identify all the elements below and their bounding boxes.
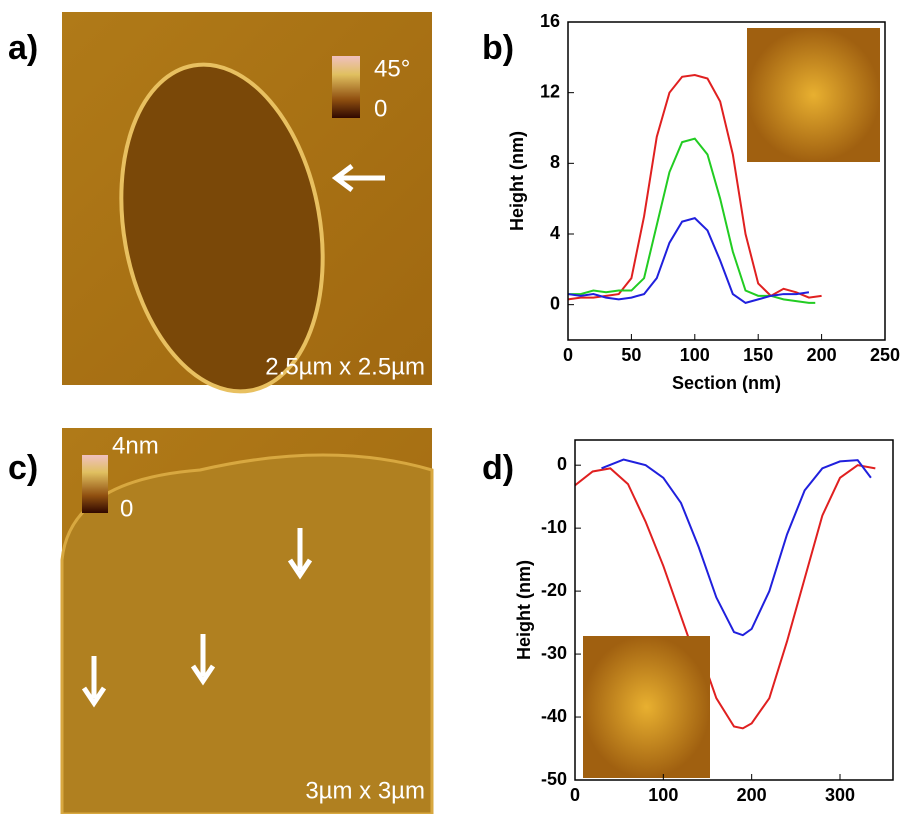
x-tick-label: 100 [680, 345, 710, 365]
cell [60, 453, 434, 816]
series-line [567, 73, 822, 301]
scale-size: 2.5µm x 2.5µm [265, 353, 425, 380]
color-bar [82, 455, 108, 513]
x-tick-label: 0 [563, 345, 573, 365]
panel-label: a) [8, 29, 38, 67]
y-axis-title: Height (nm) [507, 131, 527, 231]
x-axis-title: Section (nm) [672, 373, 781, 393]
inset-image [747, 28, 880, 162]
x-tick-label: 50 [621, 345, 641, 365]
inset-image [583, 636, 710, 778]
x-tick-label: 200 [737, 785, 767, 805]
panel-label: b) [482, 29, 514, 67]
plot-frame [567, 21, 886, 341]
y-tick-label: -50 [541, 769, 567, 789]
y-tick-label: -20 [541, 580, 567, 600]
y-axis-title: Height (nm) [514, 560, 534, 660]
scale-size: 3µm x 3µm [305, 777, 425, 804]
y-tick-label: 0 [550, 293, 560, 313]
y-tick-label: 4 [550, 223, 560, 243]
arrows [81, 528, 313, 708]
series-line [568, 137, 816, 304]
panel-label: c) [8, 449, 38, 487]
x-tick-label: 200 [807, 345, 837, 365]
scale-min: 0 [374, 95, 387, 122]
y-tick-label: 12 [540, 81, 560, 101]
series-line [601, 458, 872, 637]
x-tick-label: 100 [648, 785, 678, 805]
x-tick-label: 250 [870, 345, 900, 365]
color-bar [332, 56, 360, 118]
scale-min: 0 [120, 495, 133, 522]
x-tick-label: 150 [743, 345, 773, 365]
y-tick-label: -10 [541, 517, 567, 537]
cell [119, 62, 325, 394]
panel-label: d) [482, 449, 514, 487]
y-tick-label: -40 [541, 706, 567, 726]
series-line [574, 464, 876, 730]
arrow [331, 164, 385, 192]
scale-max: 4nm [112, 432, 159, 459]
x-tick-label: 0 [570, 785, 580, 805]
scale-max: 45° [374, 55, 410, 82]
y-tick-label: 0 [557, 454, 567, 474]
y-tick-label: 8 [550, 152, 560, 172]
x-tick-label: 300 [825, 785, 855, 805]
y-tick-label: 16 [540, 11, 560, 31]
series-line [567, 216, 810, 304]
y-tick-label: -30 [541, 643, 567, 663]
plot-frame [574, 439, 894, 781]
